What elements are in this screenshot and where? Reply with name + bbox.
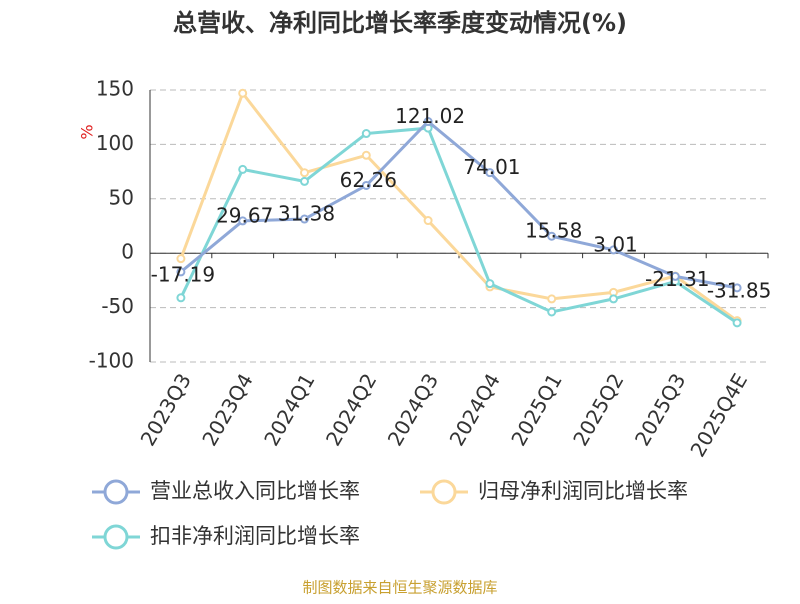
legend-marker — [103, 479, 129, 505]
legend-label: 扣非净利润同比增长率 — [150, 524, 360, 548]
y-tick-label: -50 — [101, 294, 134, 318]
point — [300, 214, 309, 224]
point — [176, 293, 186, 303]
point — [547, 307, 557, 317]
data-label: 121.02 — [395, 104, 465, 128]
point — [361, 150, 371, 160]
point — [238, 88, 248, 98]
y-tick-label: 0 — [121, 240, 134, 264]
point — [547, 231, 557, 241]
x-tick-label: 2023Q3 — [136, 369, 196, 450]
series-line — [179, 119, 738, 290]
data-label: 15.58 — [525, 219, 582, 243]
x-tick-label: 2024Q4 — [445, 369, 505, 450]
point — [609, 245, 618, 255]
y-tick-label: 150 — [96, 77, 134, 101]
point — [423, 117, 433, 127]
point — [732, 318, 742, 328]
point — [609, 294, 618, 304]
point — [300, 176, 309, 186]
data-label: 74.01 — [463, 155, 520, 179]
x-tick-label: 2023Q4 — [197, 369, 257, 450]
point — [423, 216, 433, 226]
legend-label: 归母净利润同比增长率 — [478, 479, 688, 503]
data-label: -17.19 — [151, 262, 215, 286]
data-label: 3.01 — [593, 232, 638, 256]
data-label: 29.67 — [216, 203, 273, 227]
point — [238, 216, 248, 226]
data-label: 31.38 — [278, 202, 335, 226]
source-note: 制图数据来自恒生聚源数据库 — [302, 579, 497, 597]
x-tick-label: 2024Q3 — [383, 369, 443, 450]
point — [732, 283, 742, 293]
x-tick-label: 2025Q2 — [568, 369, 628, 450]
x-tick-label: 2024Q2 — [321, 369, 381, 450]
data-label: -21.31 — [645, 267, 709, 291]
point — [361, 129, 371, 139]
chart-title: 总营收、净利同比增长率季度变动情况(%) — [173, 9, 627, 37]
legend-marker — [431, 479, 457, 505]
point — [361, 180, 371, 190]
point — [176, 254, 186, 264]
point — [176, 267, 186, 277]
series-line — [179, 126, 738, 325]
point — [485, 279, 495, 289]
x-tick-label: 2025Q3 — [630, 369, 690, 450]
x-tick-label: 2024Q1 — [259, 369, 319, 450]
x-tick-label: 2025Q4E — [685, 369, 752, 461]
legend-label: 营业总收入同比增长率 — [150, 479, 360, 503]
y-tick-label: 50 — [109, 185, 134, 209]
point — [238, 164, 248, 174]
point — [300, 168, 309, 178]
data-label: -31.85 — [707, 278, 771, 302]
point — [670, 271, 680, 281]
y-tick-label: -100 — [89, 349, 134, 373]
point — [547, 294, 557, 304]
y-axis-label: % — [78, 124, 97, 139]
y-tick-label: 100 — [96, 131, 134, 155]
point — [485, 168, 495, 178]
data-label: 62.26 — [340, 168, 397, 192]
series-line — [179, 90, 738, 322]
legend-marker — [103, 524, 129, 550]
x-tick-label: 2025Q1 — [506, 369, 566, 450]
